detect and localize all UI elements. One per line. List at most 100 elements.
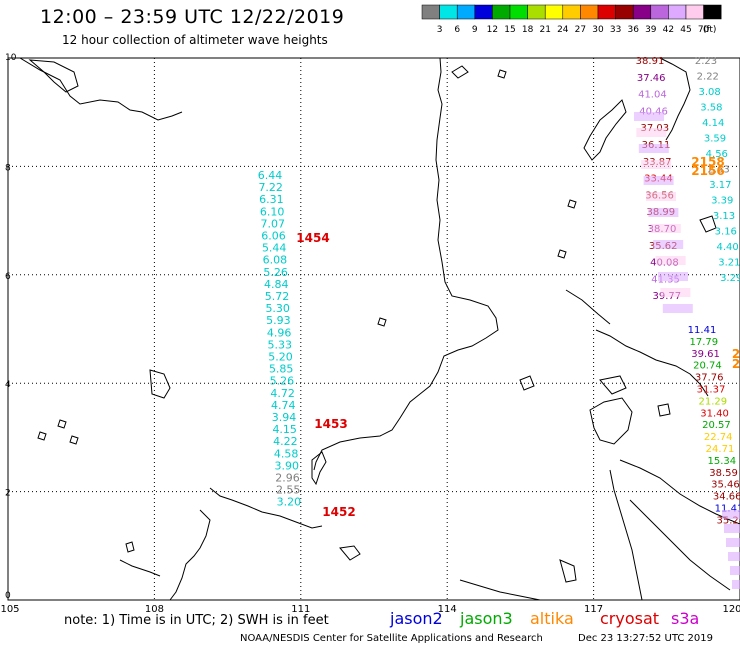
y-tick-label: 6 [5, 272, 11, 282]
wave-height-label: 5.30 [265, 302, 290, 315]
wave-height-label: 20.74 [693, 361, 722, 372]
wave-height-label: 4.15 [272, 423, 297, 436]
wave-height-label: 5.72 [265, 290, 290, 303]
x-tick-label: 105 [0, 604, 19, 615]
wave-height-label: 6.08 [263, 254, 288, 267]
wave-height-label: 2.55 [276, 484, 301, 497]
wave-height-label: 6.10 [260, 205, 285, 218]
legend-label: 30 [592, 25, 604, 35]
legend-label: 24 [557, 25, 569, 35]
wave-height-label: 37.46 [637, 73, 666, 84]
wave-height-label: 3.59 [704, 134, 726, 145]
legend-label: 6 [454, 25, 460, 35]
track-overlay-mark [730, 566, 740, 575]
legend-label: 33 [610, 25, 621, 35]
color-scale-legend: 3 6 9 12 15 18 21 24 27 30 33 36 39 42 45 70(ft) [421, 4, 722, 35]
wave-height-label: 5.33 [268, 338, 293, 351]
wave-height-label: 31.37 [697, 385, 726, 396]
track-overlay-mark [648, 208, 679, 217]
wave-height-label: 22.74 [704, 432, 733, 443]
legend-label: 42 [663, 25, 674, 35]
altimeter-tracks: 6.447.226.316.107.076.065.446.085.264.84… [258, 56, 740, 589]
y-tick-label: 0 [5, 591, 11, 601]
track-overlay-mark [650, 224, 681, 233]
wave-height-label: 2.96 [275, 472, 300, 485]
footer-note: note: 1) Time is in UTC; 2) SWH is in fe… [64, 613, 329, 628]
wave-height-label: 3.08 [698, 87, 720, 98]
wave-height-label: 39.61 [691, 349, 720, 360]
wave-height-label: 37.76 [695, 373, 724, 384]
wave-height-label: 3.94 [272, 411, 297, 424]
wave-height-label: 3.17 [709, 180, 731, 191]
wave-height-label: 3.39 [711, 196, 733, 207]
coastline [8, 57, 740, 601]
pass-time-label: 1452 [322, 505, 355, 519]
satellite-legend-item: jason3 [460, 609, 513, 628]
legend-label: 12 [487, 25, 498, 35]
wave-height-label: 7.07 [261, 217, 286, 230]
pass-time-label: 1454 [296, 231, 329, 245]
wave-height-label: 4.22 [273, 435, 298, 448]
wave-height-label: 2.63 [707, 165, 729, 176]
wave-height-label: 17.79 [689, 337, 718, 348]
wave-height-label: 21.29 [698, 396, 727, 407]
wave-height-label: 38.59 [709, 468, 738, 479]
wave-height-label: 38.91 [636, 56, 665, 67]
wave-height-label: 11.41 [688, 325, 717, 336]
wave-height-label: 4.40 [716, 242, 738, 253]
wave-height-label: 3.13 [713, 211, 735, 222]
map-frame [7, 57, 740, 601]
wave-height-label: 3.21 [718, 258, 740, 269]
wave-height-label: 5.26 [263, 266, 288, 279]
track-overlay-mark [660, 288, 691, 297]
wave-height-label: 2.23 [695, 56, 717, 67]
legend-label: 18 [522, 25, 534, 35]
wave-height-label: 6.44 [258, 169, 283, 182]
wave-height-label: 4.72 [270, 387, 295, 400]
wave-height-label: 15.34 [707, 456, 736, 467]
wave-height-label: 31.40 [700, 408, 729, 419]
wave-height-label: 35.24 [716, 515, 740, 526]
wave-height-label: 4.84 [264, 278, 289, 291]
y-tick-label: 4 [5, 380, 11, 390]
y-tick-label: 8 [5, 163, 11, 173]
legend-label: 45 [680, 25, 691, 35]
wave-height-label: 3.58 [700, 103, 722, 114]
wave-height-label: 24.71 [706, 444, 735, 455]
wave-height-label: 34.66 [713, 492, 740, 503]
track-overlay-mark [643, 176, 674, 185]
x-tick-label: 120 [722, 604, 740, 615]
wave-height-label: 5.85 [269, 363, 294, 376]
x-tick-label: 117 [584, 604, 603, 615]
track-overlay-mark [662, 304, 693, 313]
track-overlay-mark [732, 580, 740, 589]
legend-label: 36 [627, 25, 639, 35]
track-overlay-mark [653, 240, 684, 249]
wave-height-label: 5.26 [270, 375, 295, 388]
track-overlay-mark [636, 128, 667, 137]
wave-height-label: 40.46 [639, 106, 668, 117]
legend-label: 27 [575, 25, 586, 35]
legend-label: 15 [504, 25, 515, 35]
pass-time-label: 2156 [691, 164, 724, 178]
track-overlay-mark [724, 524, 740, 533]
wave-height-label: 5.20 [268, 351, 293, 364]
satellite-legend-item: altika [530, 609, 574, 628]
legend-swatch [703, 4, 722, 20]
legend-label: (ft) [703, 25, 717, 35]
x-tick-label: 114 [438, 604, 457, 615]
wave-height-label: 3.29 [720, 273, 740, 284]
track-overlay-mark [726, 538, 740, 547]
legend-label: 21 [539, 25, 550, 35]
wave-height-label: 4.56 [706, 149, 728, 160]
pass-time-label: 1453 [314, 417, 347, 431]
wave-height-label: 7.22 [258, 181, 283, 194]
legend-label: 70 [698, 25, 710, 35]
satellite-legend-item: s3a [671, 609, 700, 628]
x-tick-label: 108 [145, 604, 164, 615]
lat-lon-grid [8, 58, 740, 600]
page-title: 12:00 – 23:59 UTC 12/22/2019 [40, 6, 345, 28]
track-overlay-mark [658, 272, 688, 281]
wave-height-label: 3.90 [275, 459, 300, 472]
